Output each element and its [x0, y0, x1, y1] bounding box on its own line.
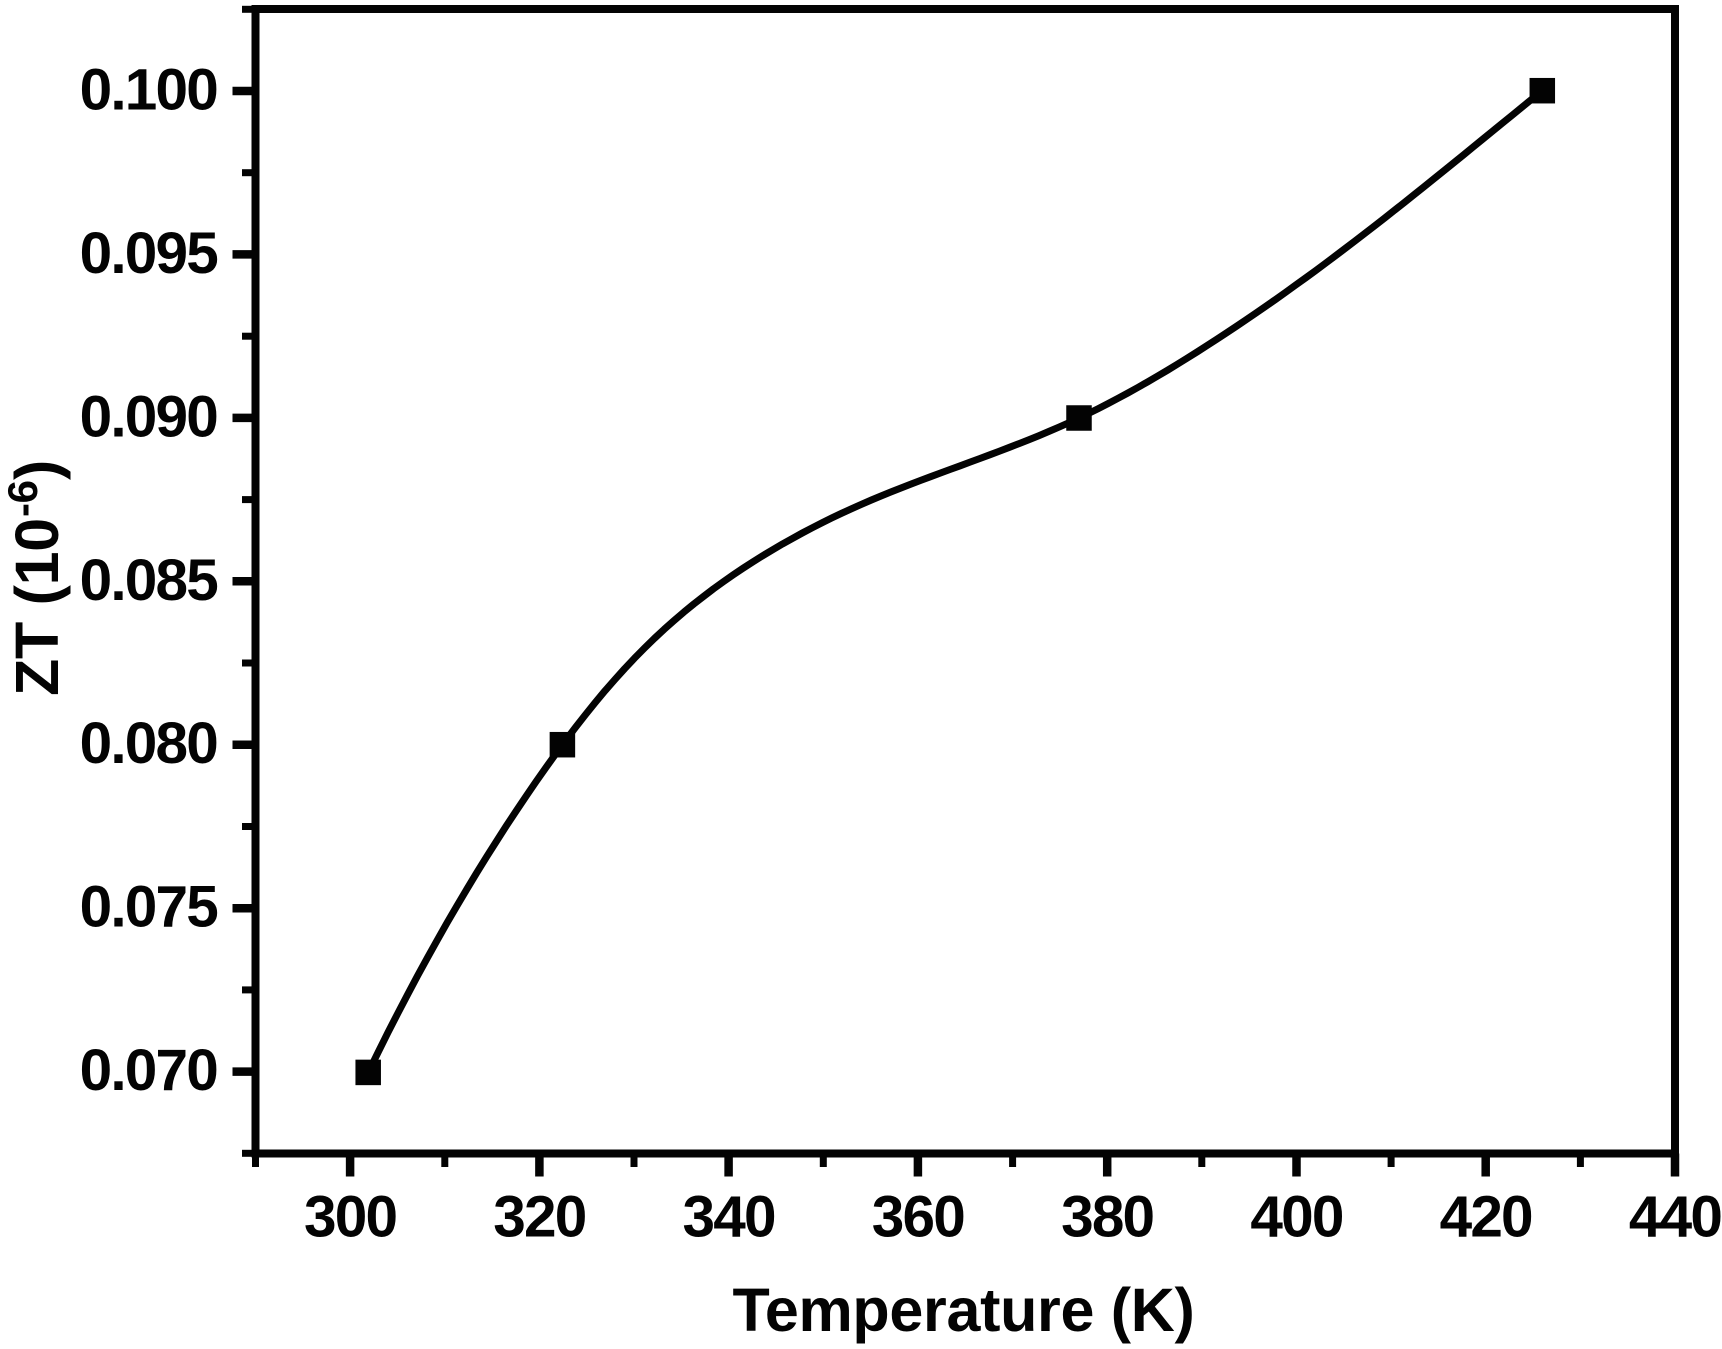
svg-text:ZT (10: ZT (10: [3, 518, 71, 696]
svg-text:380: 380: [1061, 1185, 1153, 1250]
svg-text:340: 340: [682, 1185, 774, 1250]
svg-text:0.090: 0.090: [80, 384, 218, 449]
svg-text:0.085: 0.085: [80, 548, 218, 613]
svg-text:300: 300: [304, 1185, 396, 1250]
svg-text:320: 320: [493, 1185, 585, 1250]
svg-text:0.100: 0.100: [80, 58, 218, 123]
svg-text:400: 400: [1250, 1185, 1342, 1250]
svg-text:0.080: 0.080: [80, 711, 218, 776]
svg-text:0.070: 0.070: [80, 1038, 218, 1103]
svg-text:420: 420: [1440, 1185, 1532, 1250]
svg-text:360: 360: [872, 1185, 964, 1250]
svg-text:Temperature (K): Temperature (K): [732, 1276, 1194, 1344]
svg-text:): ): [3, 460, 71, 480]
svg-text:0.075: 0.075: [80, 875, 218, 940]
svg-text:440: 440: [1629, 1185, 1721, 1250]
svg-text:-6: -6: [0, 480, 46, 517]
svg-text:0.095: 0.095: [80, 221, 218, 286]
